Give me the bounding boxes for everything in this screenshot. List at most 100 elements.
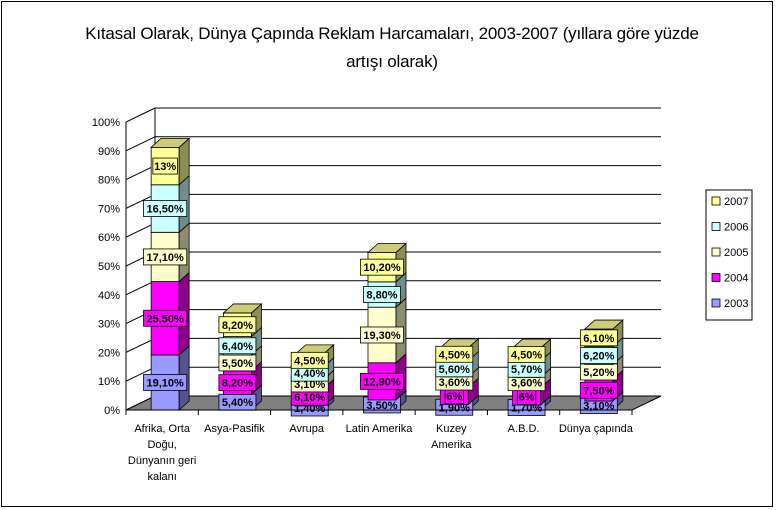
- data-label: 6,10%: [294, 392, 325, 404]
- bar-stack: 19,10% 25,50% 17,10% 16,50% 13%: [143, 137, 191, 411]
- data-label: 8,20%: [222, 320, 253, 332]
- y-tick-label: 80%: [98, 175, 120, 187]
- data-label-box: [152, 157, 178, 175]
- data-label: 5,20%: [583, 367, 614, 379]
- data-label: 5,70%: [511, 364, 542, 376]
- x-tick-label: Afrika, Orta: [134, 423, 191, 435]
- data-label: 6,40%: [222, 341, 253, 353]
- data-label: 6,10%: [583, 333, 614, 345]
- data-label: 6%: [519, 391, 535, 403]
- data-label: 4,50%: [294, 355, 325, 367]
- data-label: 19,30%: [363, 330, 401, 342]
- x-tick-label: Dünya çapında: [559, 423, 634, 435]
- data-label-box: [218, 316, 257, 334]
- bar-top: [222, 303, 263, 314]
- gridline-diagonal: [125, 222, 156, 238]
- gridline-diagonal: [125, 337, 156, 353]
- gridline-diagonal: [125, 280, 156, 296]
- legend-swatch: [711, 273, 721, 282]
- data-label: 3,10%: [583, 401, 614, 413]
- x-tick-label: kalanı: [147, 471, 176, 483]
- data-label: 1,90%: [439, 402, 470, 414]
- data-label: 12,90%: [363, 376, 401, 388]
- data-label-box: [359, 258, 404, 276]
- data-label: 13%: [154, 161, 176, 173]
- data-label: 8,80%: [366, 290, 397, 302]
- data-label: 16,50%: [146, 204, 184, 216]
- data-label: 4,50%: [439, 349, 470, 361]
- x-tick-label: Asya-Pasifik: [204, 423, 265, 435]
- x-tick-label: Dünyanın geri: [128, 455, 197, 467]
- gridline-diagonal: [125, 165, 156, 181]
- data-label: 1,70%: [511, 403, 542, 415]
- y-tick-label: 100%: [92, 117, 120, 129]
- data-label-box: [435, 345, 474, 363]
- data-label: 19,10%: [146, 377, 184, 389]
- gridline-diagonal: [125, 366, 156, 382]
- legend: 2007 2006 2005 2004 2003: [705, 189, 753, 321]
- data-label-box: [507, 346, 546, 363]
- y-tick-label: 10%: [98, 376, 120, 388]
- bar-stack: 1,70%6%3,60% 5,70% 4,50%: [507, 338, 552, 416]
- y-tick-label: 60%: [98, 232, 120, 244]
- x-tick-label: A.B.D.: [508, 423, 540, 435]
- data-label: 6,20%: [583, 351, 614, 363]
- bar-stack: 3,10% 7,50% 5,20% 6,20% 6,10%: [579, 319, 624, 414]
- bar-stack: 3,50% 12,90% 19,30% 8,80% 10,20%: [359, 242, 408, 414]
- data-label-box: [143, 309, 188, 327]
- data-label: 3,10%: [294, 379, 325, 391]
- data-label-box: [359, 326, 404, 344]
- legend-swatch: [711, 222, 721, 231]
- data-label-box: [363, 286, 401, 303]
- data-label: 17,10%: [146, 252, 184, 264]
- gridline-diagonal: [125, 136, 156, 152]
- data-label: 4,50%: [511, 350, 542, 362]
- x-tick-label: Kuzey: [436, 423, 467, 435]
- data-label: 6%: [446, 391, 462, 403]
- y-tick-label: 0%: [104, 405, 120, 417]
- data-label-box: [579, 329, 618, 347]
- x-tick-label: Avrupa: [289, 423, 325, 435]
- legend-label: 2006: [724, 222, 748, 234]
- chart-title-line-2: artışı olarak): [346, 52, 438, 71]
- data-label-box: [143, 248, 188, 266]
- data-label: 7,50%: [583, 385, 614, 397]
- bar-stack: 5,40% 8,20% 5,50% 6,40% 8,20%: [218, 303, 263, 411]
- chart-title-line-1: Kıtasal Olarak, Dünya Çapında Reklam Har…: [85, 24, 699, 43]
- legend-swatch: [711, 298, 721, 308]
- y-tick-label: 90%: [98, 146, 120, 158]
- chart-title: Kıtasal Olarak, Dünya Çapında Reklam Har…: [62, 20, 722, 76]
- legend-swatch: [711, 196, 721, 206]
- y-tick-label: 50%: [98, 261, 120, 273]
- data-label: 4,40%: [294, 368, 325, 380]
- legend-label: 2004: [724, 273, 748, 285]
- legend-label: 2003: [724, 298, 748, 310]
- y-tick-label: 40%: [98, 290, 120, 302]
- bar-top: [150, 137, 191, 148]
- legend-label: 2007: [724, 196, 748, 208]
- data-label-box: [143, 374, 188, 391]
- bar-stack: 1,90%6% 3,60%5,60% 4,50%: [435, 337, 480, 416]
- y-tick-label: 20%: [98, 347, 120, 359]
- gridline-diagonal: [125, 107, 156, 123]
- gridline-diagonal: [125, 193, 156, 209]
- data-label: 5,50%: [222, 358, 253, 370]
- legend-swatch: [711, 247, 721, 257]
- data-label-box: [579, 381, 618, 399]
- data-label: 5,40%: [222, 397, 253, 409]
- data-label: 10,20%: [363, 262, 401, 274]
- y-tick-label: 70%: [98, 203, 120, 215]
- bar-top: [583, 319, 624, 330]
- y-tick-label: 30%: [98, 319, 120, 331]
- data-label-box: [218, 374, 257, 392]
- legend-label: 2005: [724, 247, 748, 259]
- x-tick-label: Amerika: [431, 439, 472, 451]
- data-label: 8,20%: [222, 378, 253, 390]
- data-label-box: [218, 337, 257, 355]
- x-tick-label: Latin Amerika: [346, 423, 414, 435]
- data-label-box: [290, 351, 329, 369]
- data-label-box: [359, 372, 404, 390]
- data-label: 3,60%: [439, 377, 470, 389]
- data-label: 25,50%: [146, 313, 184, 325]
